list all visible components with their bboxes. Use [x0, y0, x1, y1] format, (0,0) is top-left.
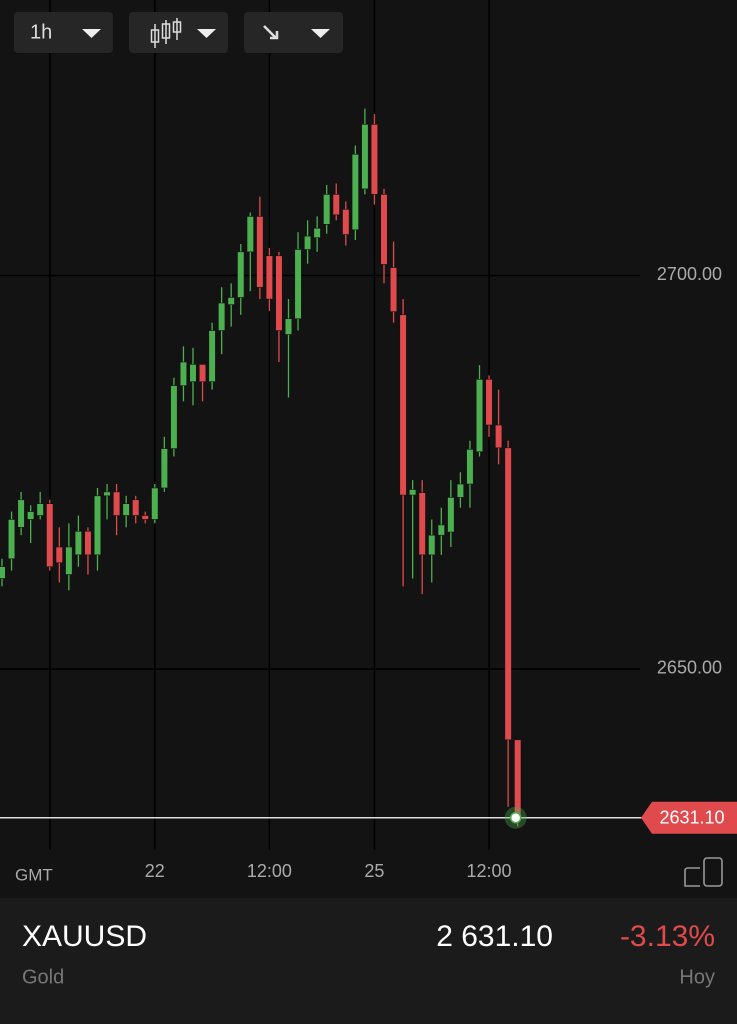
candle-body [122, 503, 130, 516]
candle-body [17, 499, 25, 528]
candle-body [227, 297, 235, 305]
x-tick-label: 25 [364, 861, 384, 881]
candle-body [275, 255, 283, 331]
period: Hoy [679, 966, 715, 988]
candle-body [237, 251, 245, 298]
candle-body [466, 449, 474, 485]
candle-body [36, 503, 44, 516]
x-tick-label: 12:00 [467, 861, 512, 881]
last-price-dot [509, 811, 522, 824]
candle-body [399, 314, 407, 496]
interval-label: 1h [30, 21, 52, 43]
candle-body [160, 448, 168, 489]
candle-body [103, 491, 111, 497]
candle-body [332, 194, 340, 216]
candle-body [351, 153, 359, 231]
plot: 2650.00 2700.00 [0, 0, 722, 850]
symbol: XAUUSD [22, 920, 147, 953]
price-tag-label: 2631.10 [659, 807, 724, 827]
candle-body [218, 302, 226, 331]
candle-body [437, 524, 445, 536]
candle-body [409, 489, 417, 496]
candle-body [294, 249, 302, 320]
dropdown-arrow [311, 29, 330, 38]
dropdown-arrow [82, 29, 101, 38]
price-tag [641, 801, 737, 834]
candle-body [179, 361, 188, 386]
rotate-icon[interactable] [684, 857, 723, 887]
candle-body [418, 492, 426, 556]
candle-body [113, 491, 121, 516]
y-tick-label: 2650.00 [657, 658, 722, 678]
candle-body [256, 216, 264, 288]
change: -3.13% [620, 920, 715, 953]
candle-body [504, 447, 512, 741]
candle-body [141, 515, 149, 520]
y-tick-label: 2700.00 [657, 264, 722, 284]
candle-body [84, 530, 92, 556]
candle-icon [150, 18, 182, 48]
timezone-label: GMT [15, 865, 53, 884]
drawing-button[interactable] [244, 12, 343, 53]
candle-body [485, 379, 493, 426]
candle-body [456, 483, 465, 498]
trend-icon [263, 25, 279, 40]
candle-body [198, 364, 207, 383]
candle-body [246, 216, 254, 253]
candle-body [494, 424, 503, 449]
candle-body [380, 194, 388, 265]
candle-body [208, 330, 216, 383]
candle-body [313, 227, 321, 238]
dropdown-arrow [197, 29, 216, 38]
candle-body [370, 124, 379, 195]
candle-body [428, 534, 436, 556]
candle-body [447, 497, 455, 533]
candle-body [74, 530, 82, 556]
footer-bg [0, 898, 737, 1024]
instrument-name: Gold [22, 966, 64, 988]
candle-body [342, 209, 350, 235]
candle-body [389, 267, 398, 312]
x-tick-label: 12:00 [247, 861, 292, 881]
candle-body [475, 379, 484, 453]
candle-body [323, 194, 331, 225]
candle-body [170, 385, 178, 449]
candle-body [65, 546, 73, 575]
chart-bg [0, 0, 737, 898]
candle-body [265, 255, 274, 300]
candle-body [132, 499, 140, 516]
candle-body [55, 546, 63, 564]
candle-body [0, 566, 6, 579]
candle-body [151, 487, 159, 520]
candle-body [284, 318, 293, 335]
interval-button[interactable] [14, 12, 113, 53]
candle-body [189, 364, 197, 383]
candle-body [303, 235, 312, 250]
candle-body [93, 495, 102, 556]
candle-body [514, 739, 522, 819]
candle-body [46, 503, 54, 567]
candle-body [27, 511, 35, 520]
price: 2 631.10 [436, 920, 553, 953]
x-tick-label: 22 [145, 861, 165, 881]
candle-body [7, 519, 16, 560]
candle-body [361, 124, 369, 190]
